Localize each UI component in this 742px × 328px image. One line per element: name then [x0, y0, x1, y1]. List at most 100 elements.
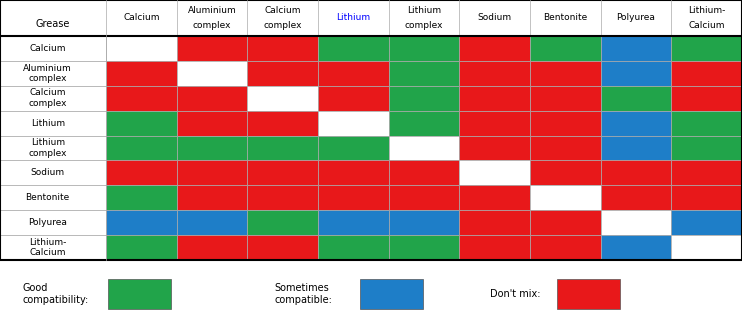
Bar — [106, 185, 177, 210]
Bar — [601, 61, 672, 86]
Bar — [177, 61, 247, 86]
Bar — [318, 135, 389, 160]
Text: Polyurea: Polyurea — [617, 13, 655, 22]
Bar — [672, 36, 742, 61]
Bar — [672, 135, 742, 160]
Bar — [601, 160, 672, 185]
Bar — [106, 61, 177, 86]
Bar — [318, 185, 389, 210]
Bar — [318, 61, 389, 86]
Text: complex: complex — [193, 21, 232, 31]
Bar — [459, 111, 530, 135]
Text: Aluminium: Aluminium — [188, 6, 237, 14]
Bar — [177, 160, 247, 185]
Bar — [530, 210, 601, 235]
Text: Sodium: Sodium — [478, 13, 512, 22]
Bar — [318, 36, 389, 61]
Bar — [106, 210, 177, 235]
Text: Lithium-
Calcium: Lithium- Calcium — [29, 238, 67, 257]
Bar — [530, 86, 601, 111]
Bar — [601, 135, 672, 160]
Bar — [530, 111, 601, 135]
Text: Calcium
complex: Calcium complex — [28, 89, 67, 108]
Bar — [459, 135, 530, 160]
Bar — [177, 185, 247, 210]
Bar — [459, 185, 530, 210]
Bar — [360, 279, 423, 309]
Bar — [530, 61, 601, 86]
Bar — [389, 160, 459, 185]
Bar — [601, 111, 672, 135]
Bar — [106, 235, 177, 260]
Bar — [459, 61, 530, 86]
Text: complex: complex — [263, 21, 302, 31]
Bar — [389, 111, 459, 135]
Bar — [530, 135, 601, 160]
Bar — [247, 160, 318, 185]
Bar — [106, 36, 177, 61]
Text: Calcium: Calcium — [30, 44, 66, 53]
Bar — [0, 36, 106, 61]
Text: Sometimes
compatible:: Sometimes compatible: — [275, 283, 332, 305]
Bar — [0, 0, 742, 260]
Bar — [0, 0, 742, 260]
Bar — [389, 185, 459, 210]
Bar — [177, 210, 247, 235]
Bar — [247, 36, 318, 61]
Bar — [106, 111, 177, 135]
Bar — [0, 0, 742, 36]
Bar — [0, 61, 106, 86]
Bar — [108, 279, 171, 309]
Bar — [0, 160, 106, 185]
Bar — [672, 111, 742, 135]
Bar — [459, 160, 530, 185]
Text: Calcium: Calcium — [689, 21, 725, 31]
Bar — [0, 135, 106, 160]
Bar — [106, 86, 177, 111]
Bar — [0, 86, 106, 111]
Bar — [318, 160, 389, 185]
Bar — [0, 235, 106, 260]
Bar — [247, 135, 318, 160]
Bar — [459, 36, 530, 61]
Bar — [247, 86, 318, 111]
Bar — [530, 160, 601, 185]
Bar — [177, 86, 247, 111]
Text: Good
compatibility:: Good compatibility: — [22, 283, 88, 305]
Bar — [672, 210, 742, 235]
Bar — [389, 235, 459, 260]
Bar — [530, 235, 601, 260]
Bar — [247, 185, 318, 210]
Bar — [672, 160, 742, 185]
Text: Sodium: Sodium — [30, 168, 65, 177]
Bar — [601, 235, 672, 260]
Bar — [106, 135, 177, 160]
Bar — [556, 279, 620, 309]
Bar — [601, 185, 672, 210]
Bar — [389, 61, 459, 86]
Text: Aluminium
complex: Aluminium complex — [23, 64, 72, 83]
Bar — [247, 61, 318, 86]
Bar — [318, 210, 389, 235]
Bar — [177, 111, 247, 135]
Text: Lithium
complex: Lithium complex — [28, 138, 67, 158]
Bar — [0, 185, 106, 210]
Text: Calcium: Calcium — [123, 13, 160, 22]
Bar — [0, 111, 106, 135]
Bar — [530, 185, 601, 210]
Bar — [177, 135, 247, 160]
Bar — [318, 111, 389, 135]
Text: Bentonite: Bentonite — [543, 13, 588, 22]
Bar — [601, 36, 672, 61]
Text: Lithium-: Lithium- — [688, 6, 726, 14]
Text: Lithium: Lithium — [30, 119, 65, 128]
Text: Grease: Grease — [36, 19, 70, 30]
Text: Lithium: Lithium — [407, 6, 441, 14]
Bar — [530, 36, 601, 61]
Bar — [389, 86, 459, 111]
Text: Don't mix:: Don't mix: — [490, 289, 540, 299]
Bar — [459, 86, 530, 111]
Text: Calcium: Calcium — [264, 6, 301, 14]
Bar — [106, 160, 177, 185]
Bar — [672, 185, 742, 210]
